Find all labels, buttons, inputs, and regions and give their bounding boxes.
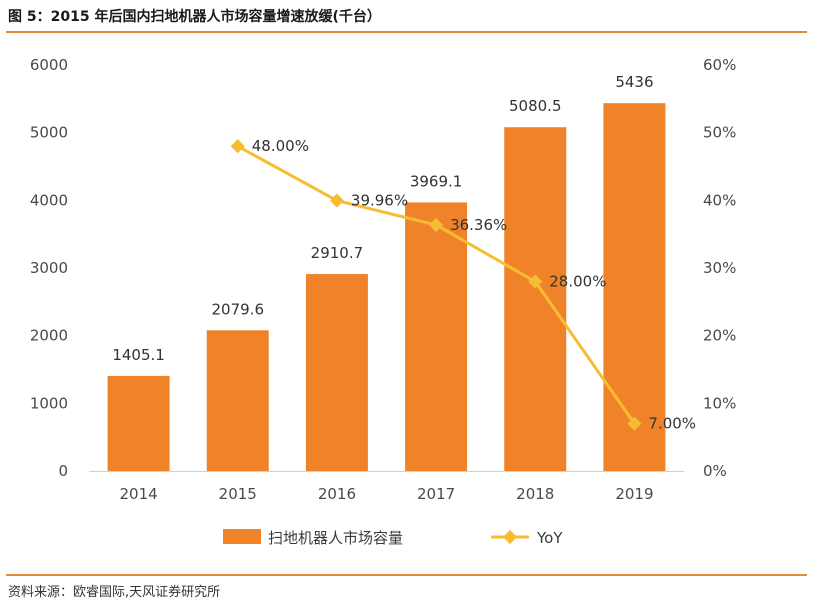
yoy-data-label: 39.96% <box>351 192 408 210</box>
y-left-tick-label: 5000 <box>30 124 68 142</box>
bar-data-label: 3969.1 <box>410 172 463 190</box>
bar-data-label: 2079.6 <box>212 300 265 318</box>
bar-data-label: 2910.7 <box>311 244 364 262</box>
yoy-marker <box>429 217 444 233</box>
y-right-tick-label: 0% <box>703 462 727 480</box>
title-rule <box>6 31 807 33</box>
y-left-tick-label: 4000 <box>30 191 68 209</box>
x-tick-label: 2014 <box>119 485 157 503</box>
bar <box>107 375 170 471</box>
y-left-tick-label: 2000 <box>30 327 68 345</box>
bar-data-label: 1405.1 <box>112 346 165 364</box>
y-left-tick-label: 3000 <box>30 259 68 277</box>
bar-data-label: 5080.5 <box>509 97 562 115</box>
bar <box>603 103 666 471</box>
yoy-marker <box>528 274 543 289</box>
bar <box>206 330 269 471</box>
y-right-tick-label: 20% <box>703 327 736 345</box>
y-left-tick-label: 0 <box>58 462 68 480</box>
y-right-tick-label: 30% <box>703 259 736 277</box>
x-tick-label: 2018 <box>516 485 554 503</box>
bar <box>305 274 368 471</box>
y-right-tick-label: 60% <box>703 56 736 74</box>
legend-bar-swatch <box>223 529 261 544</box>
x-tick-label: 2019 <box>615 485 653 503</box>
bar <box>405 202 468 471</box>
y-right-tick-label: 40% <box>703 191 736 209</box>
x-tick-label: 2016 <box>318 485 356 503</box>
source-note: 资料来源：欧睿国际,天风证券研究所 <box>8 585 221 600</box>
yoy-marker <box>627 416 642 431</box>
bar <box>504 127 567 472</box>
x-tick-label: 2017 <box>417 485 455 503</box>
legend-line-marker <box>502 529 518 545</box>
bar-data-label: 5436 <box>615 73 653 91</box>
y-left-tick-label: 1000 <box>30 394 68 412</box>
y-right-tick-label: 10% <box>703 394 736 412</box>
yoy-data-label: 36.36% <box>450 216 507 234</box>
y-right-tick-label: 50% <box>703 124 736 142</box>
yoy-data-label: 48.00% <box>252 137 309 155</box>
yoy-data-label: 28.00% <box>549 273 606 291</box>
yoy-data-label: 7.00% <box>648 415 696 433</box>
figure-title: 图 5：2015 年后国内扫地机器人市场容量增速放缓(千台） <box>8 9 381 25</box>
yoy-marker <box>329 193 344 208</box>
x-tick-label: 2015 <box>219 485 257 503</box>
y-left-tick-label: 6000 <box>30 56 68 74</box>
yoy-marker <box>230 139 245 154</box>
legend-bar-label: 扫地机器人市场容量 <box>268 529 403 547</box>
legend-line-label: YoY <box>536 529 563 547</box>
source-rule <box>6 574 807 576</box>
